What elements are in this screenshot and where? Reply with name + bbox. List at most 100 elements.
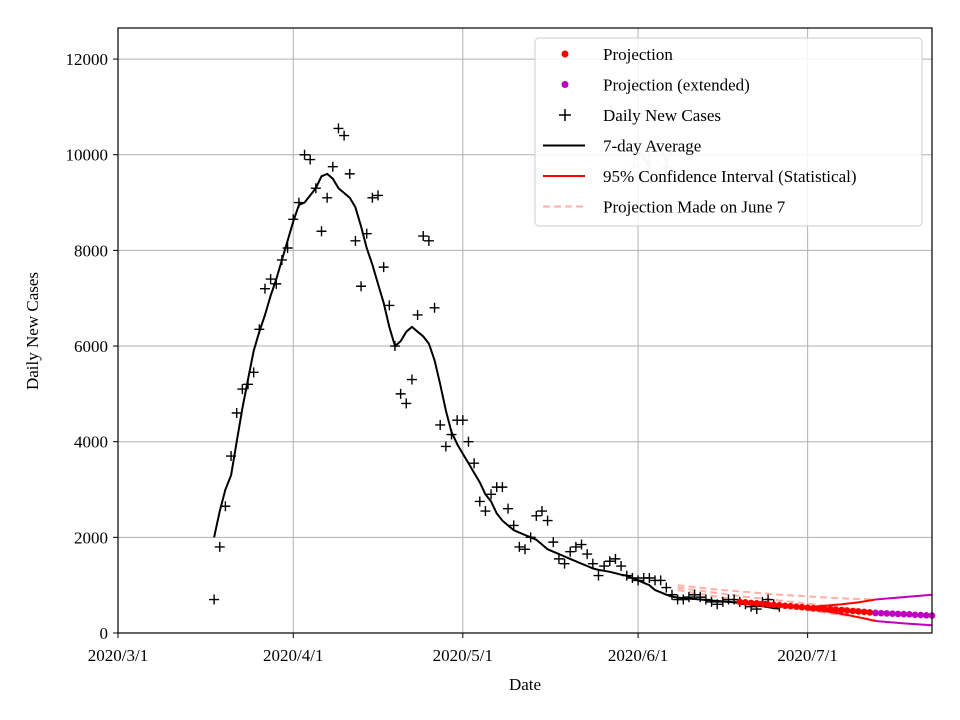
extended-interval-line	[875, 620, 933, 627]
daily-case-marker	[587, 558, 598, 569]
daily-case-marker	[423, 235, 434, 246]
daily-case-marker	[276, 254, 287, 265]
y-tick-label: 4000	[74, 433, 108, 452]
projection-point	[832, 606, 840, 613]
daily-case-marker	[570, 541, 581, 552]
x-axis-label: Date	[509, 675, 541, 694]
y-tick-label: 0	[100, 624, 109, 643]
daily-case-marker	[259, 283, 270, 294]
daily-case-marker	[486, 489, 497, 500]
projection-point	[815, 605, 823, 612]
daily-case-marker	[367, 192, 378, 203]
projection-point	[759, 600, 766, 608]
daily-case-marker	[627, 573, 638, 583]
daily-case-marker	[582, 549, 593, 560]
legend-plus-icon	[559, 109, 571, 121]
daily-case-marker	[621, 570, 632, 581]
daily-case-marker	[683, 592, 694, 603]
daily-case-marker	[288, 214, 299, 225]
daily-case-marker	[418, 231, 429, 242]
daily-case-marker	[712, 599, 723, 610]
plot-area	[209, 123, 936, 627]
daily-case-marker	[305, 154, 316, 165]
legend-label: 95% Confidence Interval (Statistical)	[603, 167, 857, 186]
daily-case-marker	[565, 546, 576, 557]
daily-case-marker	[480, 506, 491, 517]
daily-case-marker	[231, 408, 242, 418]
projection-point	[781, 602, 789, 610]
daily-case-marker	[356, 281, 367, 292]
daily-case-marker	[548, 537, 559, 548]
axes: 0 2000 4000 6000 8000 10000 12000 2020/3/1 2020/…	[66, 27, 933, 665]
daily-case-marker	[333, 123, 344, 134]
legend: Projection Projection (extended) Daily New…	[534, 37, 923, 227]
seven-day-average-line	[213, 172, 780, 610]
daily-case-marker	[678, 594, 689, 605]
daily-case-marker	[406, 374, 417, 385]
daily-case-marker	[604, 556, 615, 567]
daily-case-marker	[717, 596, 728, 607]
projection-point	[826, 605, 834, 613]
daily-case-marker	[265, 274, 276, 285]
daily-case-marker	[514, 541, 525, 552]
daily-case-marker	[469, 458, 480, 469]
daily-case-marker	[243, 379, 254, 390]
axes-frame	[117, 27, 933, 634]
projection-point	[866, 609, 874, 616]
daily-case-marker	[695, 592, 706, 603]
projection-point	[764, 601, 772, 608]
legend-label: Daily New Cases	[603, 106, 721, 125]
x-tick-label: 2020/3/1	[88, 646, 148, 665]
daily-case-marker	[666, 589, 677, 600]
daily-case-marker	[373, 190, 384, 201]
projection-point	[843, 607, 851, 614]
daily-case-marker	[508, 520, 519, 531]
daily-case-marker	[440, 441, 451, 452]
daily-case-marker	[339, 130, 350, 141]
projection-extended-point	[900, 610, 908, 618]
projection-extended-point	[911, 611, 919, 619]
legend-label: Projection Made on June 7	[603, 198, 786, 217]
daily-case-marker	[536, 506, 547, 517]
legend-label: 7-day Average	[603, 137, 701, 156]
daily-case-marker	[220, 501, 231, 512]
daily-case-marker	[446, 429, 457, 440]
daily-case-marker	[350, 235, 361, 246]
legend-label: Projection	[603, 45, 673, 64]
y-tick-label: 10000	[66, 146, 109, 165]
daily-case-marker	[271, 278, 282, 289]
daily-case-marker	[463, 436, 474, 447]
daily-case-marker	[299, 149, 310, 160]
daily-case-marker	[344, 168, 355, 179]
y-axis-label: Daily New Cases	[23, 272, 42, 390]
daily-case-marker	[322, 192, 333, 203]
daily-case-marker	[457, 415, 468, 426]
daily-case-marker	[209, 594, 220, 605]
projection-point	[838, 606, 845, 614]
legend-dot-icon	[561, 81, 569, 88]
daily-case-marker	[327, 161, 338, 172]
projection-point	[787, 602, 794, 610]
daily-case-marker	[293, 197, 304, 208]
daily-case-marker	[497, 482, 508, 493]
daily-case-marker	[593, 570, 604, 581]
daily-case-marker	[661, 582, 672, 593]
projection-extended-point	[877, 609, 885, 617]
projection-point	[821, 605, 828, 613]
projection-point	[849, 607, 857, 615]
daily-case-marker	[310, 183, 321, 194]
x-tick-label: 2020/7/1	[777, 646, 837, 665]
y-tick-label: 8000	[74, 241, 108, 260]
x-tick-label: 2020/4/1	[263, 646, 323, 665]
daily-case-marker	[226, 451, 237, 462]
daily-case-marker	[237, 384, 248, 395]
daily-case-marker	[525, 532, 536, 543]
daily-case-marker	[531, 510, 542, 521]
x-tick-label: 2020/6/1	[608, 646, 668, 665]
projection-point	[770, 601, 778, 609]
projection-extended-point	[872, 609, 879, 617]
projection-point	[753, 600, 761, 607]
daily-case-marker	[254, 324, 265, 335]
daily-case-marker	[429, 302, 440, 313]
